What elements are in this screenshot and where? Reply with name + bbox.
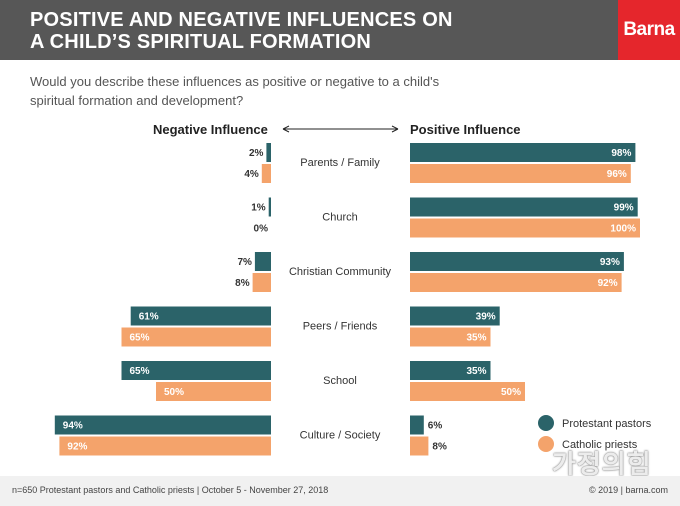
bar-negative	[121, 327, 271, 347]
bar-positive	[410, 164, 631, 183]
bar-negative	[268, 197, 271, 217]
data-label-positive: 98%	[611, 148, 631, 159]
arrow-left-head-icon	[282, 125, 290, 133]
bar-positive	[410, 218, 640, 238]
legend-swatch	[538, 436, 554, 452]
bar-negative	[54, 415, 271, 435]
bar-negative	[261, 164, 271, 183]
bar-positive	[410, 143, 636, 162]
copyright: © 2019 | barna.com	[588, 485, 668, 495]
data-label-negative: 65%	[130, 333, 150, 344]
data-label-positive: 96%	[607, 169, 627, 180]
diverging-bar-chart: Negative Influence Positive Influence Pare…	[54, 122, 652, 456]
data-label-positive: 99%	[614, 203, 634, 214]
data-label-negative: 8%	[235, 278, 250, 289]
bar-negative	[121, 361, 271, 380]
category-label: Christian Community	[289, 266, 392, 278]
page-title: POSITIVE AND NEGATIVE INFLUENCES ON A CH…	[30, 9, 453, 53]
data-label-negative: 94%	[63, 421, 83, 432]
data-label-positive: 35%	[466, 366, 486, 377]
data-label-positive: 39%	[476, 312, 496, 323]
bar-negative	[252, 273, 271, 292]
data-label-negative: 92%	[67, 442, 87, 453]
bar-positive	[410, 197, 638, 217]
bar-negative	[130, 306, 271, 326]
data-label-positive: 6%	[428, 421, 443, 432]
watermark: 가정의힘	[552, 449, 652, 479]
bar-positive	[410, 382, 525, 401]
data-label-positive: 35%	[466, 333, 486, 344]
bar-negative	[266, 143, 271, 162]
data-label-negative: 2%	[249, 148, 264, 159]
bar-negative	[254, 252, 271, 271]
category-label: Church	[322, 212, 357, 224]
data-label-positive: 8%	[432, 442, 447, 453]
data-label-negative: 1%	[251, 203, 266, 214]
bar-positive	[410, 415, 424, 435]
data-label-positive: 100%	[610, 224, 636, 235]
data-label-negative: 4%	[244, 169, 259, 180]
data-label-negative: 0%	[254, 224, 269, 235]
bar-positive	[410, 306, 500, 326]
data-label-negative: 61%	[139, 312, 159, 323]
barna-logo: Barna	[618, 0, 680, 60]
negative-influence-label: Negative Influence	[153, 122, 268, 137]
legend-label: Protestant pastors	[562, 418, 652, 430]
data-label-positive: 93%	[600, 257, 620, 268]
data-label-negative: 7%	[237, 257, 252, 268]
arrow-right-head-icon	[391, 125, 399, 133]
bar-positive	[410, 273, 622, 292]
bar-positive	[410, 361, 491, 380]
bar-positive	[410, 327, 491, 347]
sample-note: n=650 Protestant pastors and Catholic pr…	[12, 485, 329, 495]
bar-positive	[410, 252, 624, 271]
category-label: School	[323, 375, 357, 387]
category-label: Peers / Friends	[303, 321, 378, 333]
header-bar: POSITIVE AND NEGATIVE INFLUENCES ON A CH…	[0, 0, 680, 60]
data-label-negative: 65%	[130, 366, 150, 377]
data-label-positive: 50%	[501, 387, 521, 398]
legend-label: Catholic priests	[562, 439, 638, 451]
category-label: Parents / Family	[300, 157, 380, 169]
positive-influence-label: Positive Influence	[410, 122, 521, 137]
survey-question: Would you describe these influences as p…	[30, 74, 440, 108]
data-label-negative: 50%	[164, 387, 184, 398]
bar-negative	[156, 382, 271, 401]
bar-negative	[59, 436, 272, 456]
data-label-positive: 92%	[598, 278, 618, 289]
legend-swatch	[538, 415, 554, 431]
category-label: Culture / Society	[300, 430, 381, 442]
footer-bar: n=650 Protestant pastors and Catholic pr…	[0, 476, 680, 506]
bar-positive	[410, 436, 429, 456]
